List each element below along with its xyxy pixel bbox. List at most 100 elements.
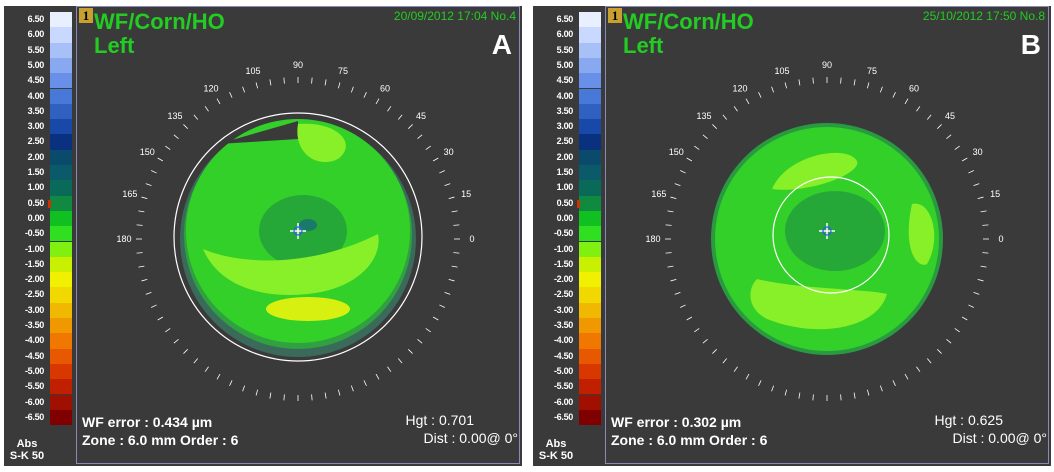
scale-swatch xyxy=(579,195,601,211)
angle-label: 90 xyxy=(293,60,303,70)
sk-label: S-K 50 xyxy=(9,450,45,462)
angle-tick xyxy=(350,385,354,392)
wf-error: WF error : 0.302 µm xyxy=(611,414,742,430)
scale-label: -1.50 xyxy=(553,258,573,269)
scale-swatch xyxy=(579,103,601,120)
angle-tick xyxy=(980,265,987,268)
angle-tick xyxy=(363,380,367,386)
scale-label: 2.50 xyxy=(27,136,45,147)
angle-label: 75 xyxy=(867,66,877,76)
map-number-badge: 1 xyxy=(608,8,622,23)
scale-label: 2.00 xyxy=(556,151,574,162)
scale-swatch xyxy=(50,73,72,89)
angle-tick xyxy=(337,389,341,396)
scale-label: 1.50 xyxy=(27,167,45,177)
scale-label: 5.50 xyxy=(556,44,574,55)
angle-tick xyxy=(680,170,686,174)
angle-tick xyxy=(904,373,909,380)
angle-label: 45 xyxy=(945,111,955,121)
angle-tick xyxy=(375,373,380,380)
scale-row: 3.00 xyxy=(4,119,76,135)
angle-tick xyxy=(982,224,989,226)
upper-patch xyxy=(297,123,346,163)
angle-tick xyxy=(674,291,681,295)
angle-tick xyxy=(670,196,677,200)
angle-tick xyxy=(397,114,403,120)
angle-label: 120 xyxy=(203,83,218,93)
scale-row: 6.50 xyxy=(533,12,605,28)
scale-row: -1.50 xyxy=(4,256,76,273)
scale-swatch xyxy=(50,165,72,181)
angle-label: 0 xyxy=(469,234,474,244)
angle-tick xyxy=(926,358,932,364)
angle-tick xyxy=(165,145,171,150)
angle-tick xyxy=(439,304,445,308)
scale-row: 1.50 xyxy=(533,165,605,181)
scale-swatch xyxy=(579,348,601,364)
crosshair-icon xyxy=(822,226,832,236)
scale-row: 2.50 xyxy=(533,134,605,150)
scale-label: -4.00 xyxy=(553,335,573,346)
angle-tick xyxy=(387,366,392,372)
angle-tick xyxy=(702,134,708,140)
angle-tick xyxy=(157,316,164,321)
scale-swatch xyxy=(50,409,72,426)
distance-value: Dist : 0.00@ 0° xyxy=(423,430,518,446)
scale-row: -2.00 xyxy=(4,272,76,288)
angle-tick xyxy=(204,366,209,372)
scale-label: -4.50 xyxy=(553,350,573,361)
angle-tick xyxy=(138,265,145,268)
scale-label: 3.00 xyxy=(27,121,45,132)
scale-swatch xyxy=(579,42,601,58)
angle-tick xyxy=(145,183,152,187)
exam-date: 20/09/2012 17:04 No.4 xyxy=(393,9,516,23)
scale-marker xyxy=(577,199,580,208)
angle-tick xyxy=(926,114,932,120)
angle-label: 150 xyxy=(140,147,155,157)
scale-label: 1.00 xyxy=(27,182,45,193)
scale-row: -3.50 xyxy=(533,318,605,334)
abs-label: Abs xyxy=(545,438,567,450)
angle-tick xyxy=(269,79,272,86)
angle-tick xyxy=(417,338,423,344)
scale-swatch xyxy=(50,363,72,380)
angle-tick xyxy=(980,210,987,213)
scale-swatch xyxy=(50,302,72,318)
angle-tick xyxy=(694,328,700,333)
scale-row: -5.00 xyxy=(533,363,605,380)
scale-swatch xyxy=(579,318,601,334)
angle-tick xyxy=(702,338,708,344)
scale-row: 4.50 xyxy=(4,73,76,89)
angle-tick xyxy=(758,380,762,386)
scale-row: 3.50 xyxy=(4,103,76,120)
scale-row: 3.50 xyxy=(533,103,605,120)
angle-tick xyxy=(758,92,762,98)
angle-labels: 0 15 30 45 60 75 90 105 120 135 150 165 180 xyxy=(645,60,1003,244)
angle-tick xyxy=(444,183,451,187)
scale-label: -4.50 xyxy=(24,350,44,361)
angle-tick xyxy=(145,291,152,295)
angle-tick xyxy=(904,98,909,105)
angle-tick xyxy=(722,358,728,364)
angle-ticks xyxy=(136,77,460,401)
angle-tick xyxy=(879,86,883,93)
angle-tick xyxy=(853,79,856,86)
height-value: Hgt : 0.625 xyxy=(934,412,1004,428)
scale-label: -5.00 xyxy=(24,365,44,376)
scale-label: -0.50 xyxy=(553,228,573,239)
angle-tick xyxy=(954,145,960,150)
topography-map: 0 15 30 45 60 75 90 105 120 135 150 165 180 xyxy=(116,60,475,401)
distance-value: Dist : 0.00@ 0° xyxy=(952,430,1047,446)
angle-tick xyxy=(733,366,738,372)
angle-label: 135 xyxy=(696,111,711,121)
scale-row: 2.00 xyxy=(4,149,76,165)
angle-tick xyxy=(840,394,842,401)
scale-swatch xyxy=(579,180,601,196)
angle-tick xyxy=(193,358,199,364)
scale-row: -1.50 xyxy=(533,256,605,273)
scale-label: -5.00 xyxy=(553,365,573,376)
angle-tick xyxy=(745,98,750,105)
scale-swatch xyxy=(579,119,601,135)
panel-letter: A xyxy=(491,29,512,60)
eye-label: Left xyxy=(94,33,135,58)
